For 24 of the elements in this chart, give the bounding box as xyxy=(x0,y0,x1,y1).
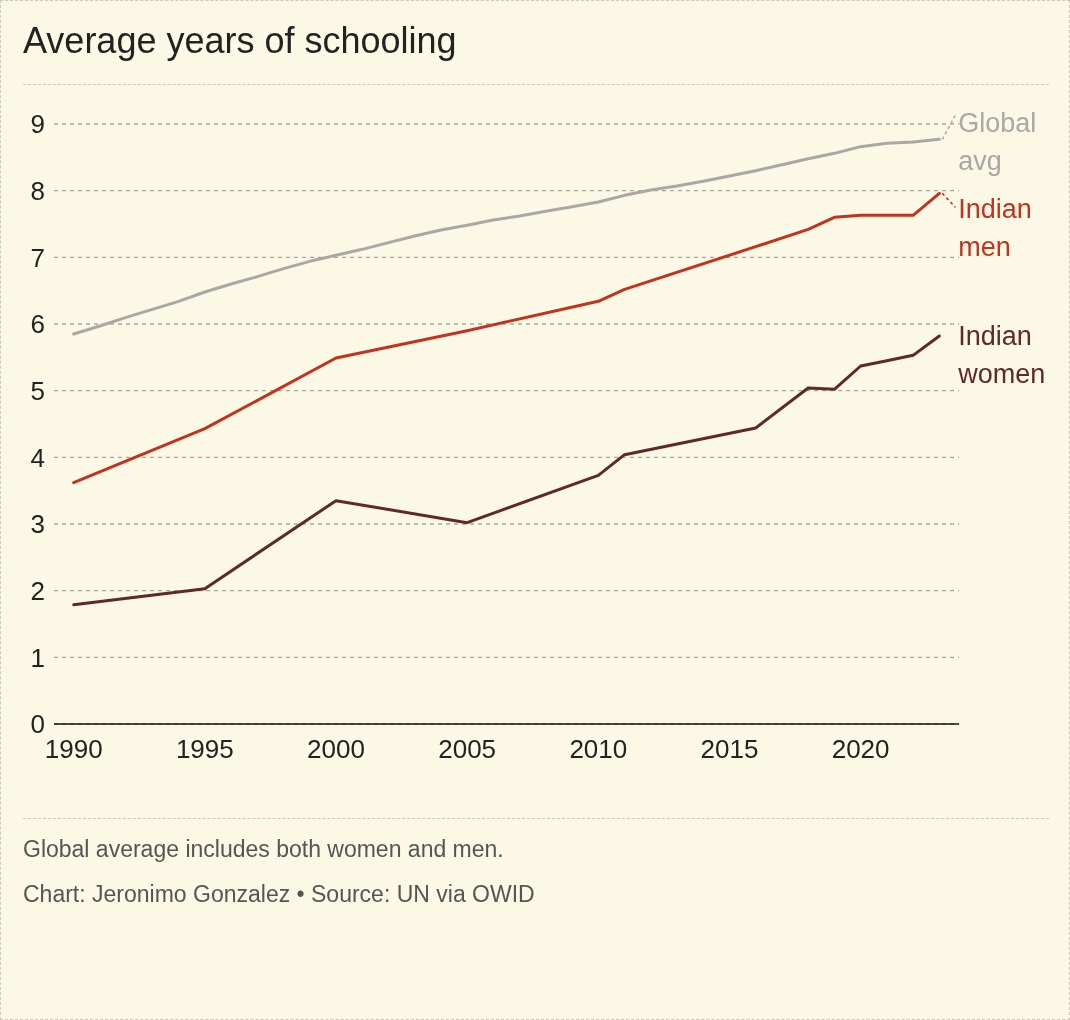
x-tick-label: 2015 xyxy=(700,734,759,765)
text: Global average includes both women and men. xyxy=(23,835,504,864)
chart-title: Average years of schooling xyxy=(23,19,457,63)
x-tick-label: 2000 xyxy=(307,734,365,765)
y-tick-label: 4 xyxy=(30,442,45,473)
y-tick-label: 9 xyxy=(30,109,45,140)
x-tick-label: 2005 xyxy=(438,734,497,765)
legend-label: Global avg xyxy=(958,108,1037,177)
series-label: Indian women xyxy=(957,321,1046,389)
line-series xyxy=(72,334,941,607)
y-tick-label: 5 xyxy=(30,375,45,406)
y-tick-label: 0 xyxy=(30,709,45,740)
y-tick-label: 2 xyxy=(30,575,45,606)
text: Chart: Jeronimo Gonzalez • Source: UN via OWID xyxy=(23,880,535,909)
x-tick-label: 1990 xyxy=(44,734,103,765)
y-tick-label: 1 xyxy=(30,642,45,673)
y-tick-label: 7 xyxy=(30,242,45,273)
y-tick-label: 3 xyxy=(30,509,45,540)
x-tick-label: 2020 xyxy=(831,734,890,765)
y-tick-label: 8 xyxy=(30,175,45,206)
x-tick-label: 1995 xyxy=(175,734,234,765)
y-tick-label: 6 xyxy=(30,309,45,340)
legend-label: Indian men xyxy=(958,194,1032,263)
x-tick-label: 2010 xyxy=(569,734,628,765)
